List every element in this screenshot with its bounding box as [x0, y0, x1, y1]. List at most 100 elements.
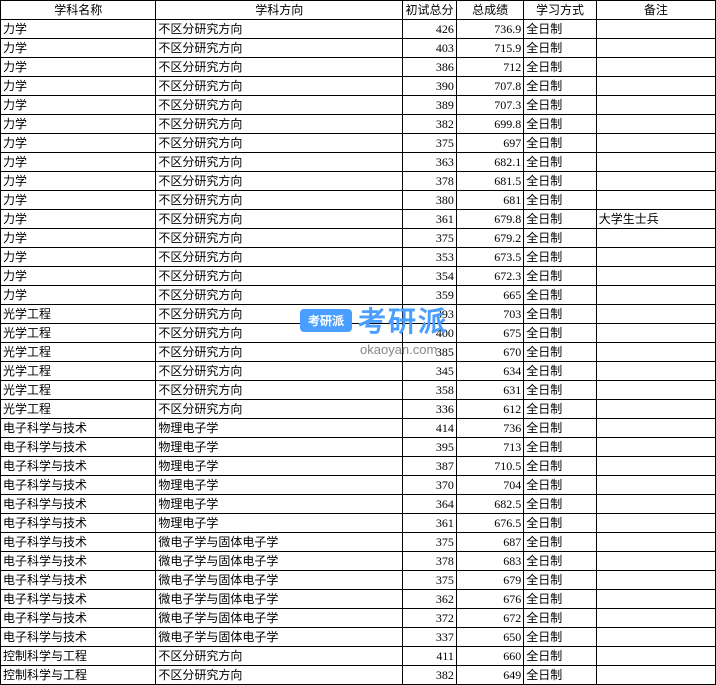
table-cell: 全日制 — [524, 571, 597, 590]
table-row: 力学不区分研究方向390707.8全日制 — [1, 77, 716, 96]
table-row: 电子科学与技术物理电子学364682.5全日制 — [1, 495, 716, 514]
table-cell — [596, 191, 715, 210]
table-row: 电子科学与技术微电子学与固体电子学362676全日制 — [1, 590, 716, 609]
table-cell: 全日制 — [524, 343, 597, 362]
table-cell: 全日制 — [524, 666, 597, 685]
table-row: 力学不区分研究方向389707.3全日制 — [1, 96, 716, 115]
table-cell: 全日制 — [524, 552, 597, 571]
table-cell: 不区分研究方向 — [156, 134, 403, 153]
table-cell: 337 — [403, 628, 457, 647]
table-cell: 不区分研究方向 — [156, 39, 403, 58]
table-cell: 不区分研究方向 — [156, 647, 403, 666]
table-cell: 不区分研究方向 — [156, 267, 403, 286]
table-cell: 全日制 — [524, 647, 597, 666]
table-cell: 707.8 — [456, 77, 523, 96]
table-cell: 全日制 — [524, 400, 597, 419]
table-cell: 不区分研究方向 — [156, 400, 403, 419]
table-cell: 362 — [403, 590, 457, 609]
table-cell — [596, 172, 715, 191]
table-row: 力学不区分研究方向363682.1全日制 — [1, 153, 716, 172]
table-cell: 全日制 — [524, 305, 597, 324]
table-cell: 631 — [456, 381, 523, 400]
table-row: 力学不区分研究方向375697全日制 — [1, 134, 716, 153]
table-body: 力学不区分研究方向426736.9全日制力学不区分研究方向403715.9全日制… — [1, 20, 716, 685]
table-cell: 力学 — [1, 248, 156, 267]
admission-table: 学科名称 学科方向 初试总分 总成绩 学习方式 备注 力学不区分研究方向4267… — [0, 0, 716, 685]
table-cell: 703 — [456, 305, 523, 324]
table-cell — [596, 628, 715, 647]
table-cell: 665 — [456, 286, 523, 305]
table-cell: 物理电子学 — [156, 419, 403, 438]
table-cell: 707.3 — [456, 96, 523, 115]
table-cell: 411 — [403, 647, 457, 666]
table-cell — [596, 666, 715, 685]
table-cell — [596, 229, 715, 248]
table-cell — [596, 77, 715, 96]
table-cell: 全日制 — [524, 476, 597, 495]
table-cell: 全日制 — [524, 115, 597, 134]
table-cell: 全日制 — [524, 172, 597, 191]
table-cell: 704 — [456, 476, 523, 495]
table-cell: 物理电子学 — [156, 457, 403, 476]
table-row: 力学不区分研究方向386712全日制 — [1, 58, 716, 77]
table-cell: 361 — [403, 210, 457, 229]
table-cell: 不区分研究方向 — [156, 248, 403, 267]
table-cell: 679 — [456, 571, 523, 590]
table-row: 电子科学与技术物理电子学395713全日制 — [1, 438, 716, 457]
table-cell: 612 — [456, 400, 523, 419]
table-cell: 电子科学与技术 — [1, 628, 156, 647]
table-cell: 力学 — [1, 153, 156, 172]
table-cell: 358 — [403, 381, 457, 400]
table-cell: 电子科学与技术 — [1, 609, 156, 628]
table-cell — [596, 457, 715, 476]
table-row: 光学工程不区分研究方向400675全日制 — [1, 324, 716, 343]
table-cell: 375 — [403, 134, 457, 153]
table-cell: 不区分研究方向 — [156, 96, 403, 115]
table-cell: 微电子学与固体电子学 — [156, 609, 403, 628]
table-cell: 382 — [403, 115, 457, 134]
table-cell: 676.5 — [456, 514, 523, 533]
table-cell: 电子科学与技术 — [1, 495, 156, 514]
table-cell — [596, 248, 715, 267]
table-cell: 650 — [456, 628, 523, 647]
table-cell: 683 — [456, 552, 523, 571]
table-cell: 375 — [403, 229, 457, 248]
table-row: 力学不区分研究方向426736.9全日制 — [1, 20, 716, 39]
table-cell: 电子科学与技术 — [1, 438, 156, 457]
table-cell: 不区分研究方向 — [156, 343, 403, 362]
table-cell — [596, 476, 715, 495]
table-row: 力学不区分研究方向359665全日制 — [1, 286, 716, 305]
table-cell: 全日制 — [524, 533, 597, 552]
table-cell: 物理电子学 — [156, 495, 403, 514]
table-cell: 380 — [403, 191, 457, 210]
table-cell: 光学工程 — [1, 400, 156, 419]
table-cell: 力学 — [1, 20, 156, 39]
table-cell — [596, 58, 715, 77]
table-row: 光学工程不区分研究方向393703全日制 — [1, 305, 716, 324]
table-cell: 676 — [456, 590, 523, 609]
table-cell: 354 — [403, 267, 457, 286]
table-cell: 不区分研究方向 — [156, 362, 403, 381]
table-cell: 382 — [403, 666, 457, 685]
table-cell: 699.8 — [456, 115, 523, 134]
table-cell: 682.1 — [456, 153, 523, 172]
table-cell: 光学工程 — [1, 362, 156, 381]
table-cell — [596, 400, 715, 419]
table-cell: 679.8 — [456, 210, 523, 229]
table-cell: 697 — [456, 134, 523, 153]
table-row: 力学不区分研究方向354672.3全日制 — [1, 267, 716, 286]
table-cell: 全日制 — [524, 381, 597, 400]
table-cell: 不区分研究方向 — [156, 229, 403, 248]
table-cell — [596, 533, 715, 552]
table-cell — [596, 134, 715, 153]
table-cell: 634 — [456, 362, 523, 381]
table-cell: 372 — [403, 609, 457, 628]
table-cell — [596, 286, 715, 305]
table-cell: 361 — [403, 514, 457, 533]
table-cell: 微电子学与固体电子学 — [156, 590, 403, 609]
table-cell: 不区分研究方向 — [156, 172, 403, 191]
table-cell: 336 — [403, 400, 457, 419]
table-header-row: 学科名称 学科方向 初试总分 总成绩 学习方式 备注 — [1, 1, 716, 20]
table-cell: 控制科学与工程 — [1, 666, 156, 685]
table-cell: 681.5 — [456, 172, 523, 191]
